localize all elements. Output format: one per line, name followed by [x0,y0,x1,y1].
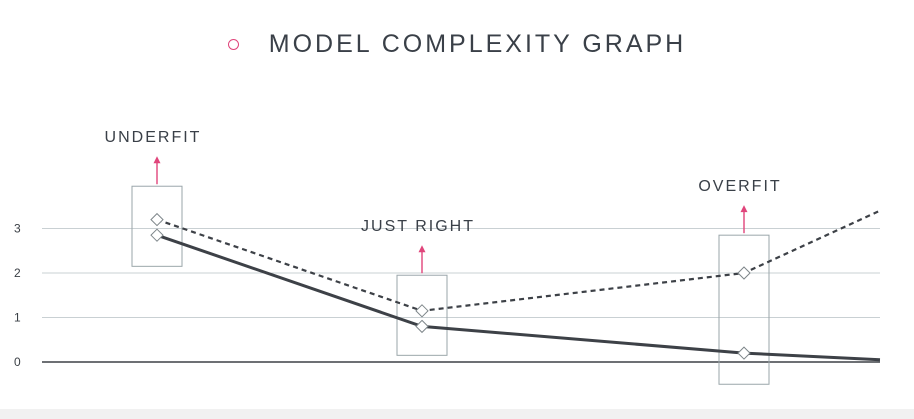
annotation-arrowhead [153,156,161,164]
annotation-arrowhead [740,205,748,213]
diamond-marker [150,212,164,227]
y-tick-label: 0 [14,355,21,369]
diamond-marker [415,304,429,318]
diamond-marker [415,319,429,334]
y-tick-label: 1 [14,311,21,325]
diamond-marker [737,266,751,280]
diamond-marker [150,228,164,242]
annotation-label: OVERFIT [698,178,781,195]
annotation-arrowhead [418,245,426,253]
annotation-label: UNDERFIT [105,129,202,146]
dashed-series-line [156,209,881,312]
title-row: MODEL COMPLEXITY GRAPH [0,30,914,59]
bottom-bar [0,409,914,419]
annotation-box [718,234,770,385]
annotation-box [396,274,448,356]
y-tick-label: 2 [14,266,21,280]
y-tick-label: 3 [14,222,21,236]
annotation-label: JUST RIGHT [361,218,475,235]
circle-bullet-icon [227,39,239,50]
chart-title: MODEL COMPLEXITY GRAPH [268,30,687,58]
solid-series-line [156,233,881,362]
diamond-marker [737,346,751,360]
annotation-box [131,185,183,267]
